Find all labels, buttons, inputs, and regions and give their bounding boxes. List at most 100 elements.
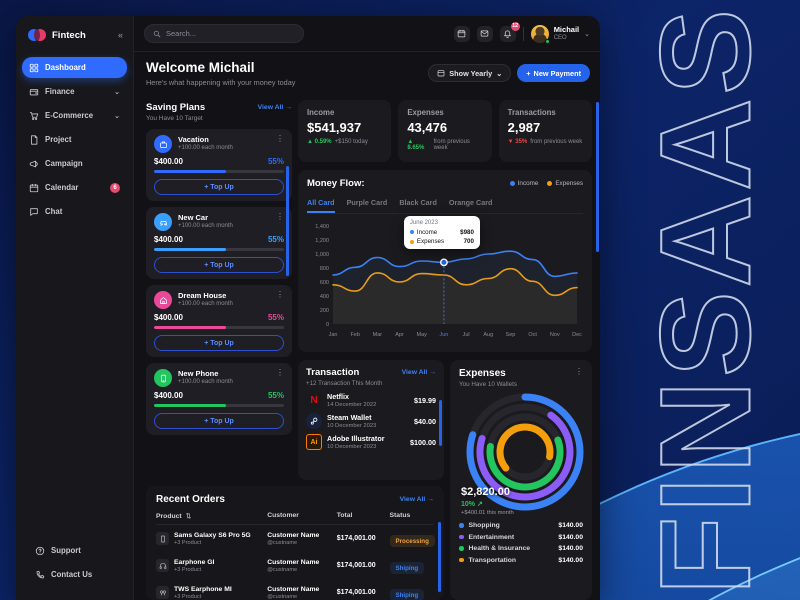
plan-progress-track xyxy=(154,326,284,329)
kebab-menu-icon[interactable]: ⋮ xyxy=(276,368,284,377)
tab-purple-card[interactable]: Purple Card xyxy=(346,198,388,207)
legend-item-income: Income xyxy=(509,180,538,187)
recent-orders-view-all[interactable]: View All → xyxy=(399,496,434,503)
period-select[interactable]: Show Yearly ⌄ xyxy=(428,64,512,82)
chevron-down-icon: ⌄ xyxy=(114,112,120,120)
file-icon xyxy=(29,134,39,145)
svg-text:Mar: Mar xyxy=(373,332,383,338)
plan-info: New Phone +100.00 each month xyxy=(178,369,233,387)
tab-all-card[interactable]: All Card xyxy=(307,195,335,213)
tab-black-card[interactable]: Black Card xyxy=(399,198,437,207)
expense-legend-row: Health & Insurance $140.00 xyxy=(459,545,583,552)
sidebar-item-campaign[interactable]: Campaign xyxy=(22,153,127,174)
expense-legend-row: Transportation $140.00 xyxy=(459,557,583,564)
saving-plan-card: New Car +100.00 each month ⋮ $400.00 55% + To… xyxy=(146,207,292,279)
top-up-button[interactable]: + Top Up xyxy=(154,335,284,351)
legend-dot xyxy=(509,181,515,186)
new-payment-button[interactable]: + New Payment xyxy=(517,64,590,82)
home-icon xyxy=(154,291,172,309)
recent-orders-title: Recent Orders xyxy=(156,494,225,505)
plan-amount: $400.00 xyxy=(154,313,183,322)
mail-icon[interactable] xyxy=(476,25,493,42)
plan-info: New Car +100.00 each month xyxy=(178,213,233,231)
top-up-button[interactable]: + Top Up xyxy=(154,179,284,195)
transaction-scrollbar[interactable] xyxy=(439,400,442,446)
sidebar-item-calendar[interactable]: Calendar 6 xyxy=(22,177,127,198)
kebab-menu-icon[interactable]: ⋮ xyxy=(276,134,284,143)
search-icon xyxy=(153,30,161,38)
sidebar-item-dashboard[interactable]: Dashboard xyxy=(22,57,127,78)
svg-text:Oct: Oct xyxy=(528,332,537,338)
question-icon xyxy=(35,546,45,556)
page-subtitle: Here's what happening with your money to… xyxy=(146,78,296,87)
sidebar-item-label: Campaign xyxy=(45,159,83,168)
plan-progress-fill xyxy=(154,170,226,173)
table-row[interactable]: Sams Galaxy S6 Pro 5G +3 Product Customer … xyxy=(156,525,435,552)
svg-text:1,200: 1,200 xyxy=(315,238,329,244)
plan-info: Dream House +100.00 each month xyxy=(178,291,233,309)
svg-text:1,000: 1,000 xyxy=(315,252,329,258)
transaction-view-all[interactable]: View All → xyxy=(401,369,436,376)
plan-progress-track xyxy=(154,170,284,173)
plan-progress-track xyxy=(154,248,284,251)
tooltip-value: 700 xyxy=(463,238,474,246)
svg-text:400: 400 xyxy=(320,294,329,300)
sort-icon[interactable]: ⇅ xyxy=(185,513,192,520)
transaction-amount: $40.00 xyxy=(414,416,436,426)
wallet-icon xyxy=(29,87,39,97)
money-flow-chart[interactable]: 0 200 400 600 800 1,000 1,200 1,400 Jan Feb Mar Apr… xyxy=(307,216,583,345)
product-sub: +3 Product xyxy=(174,539,202,546)
dashboard-window: Fintech « Dashboard Finance ⌄ E-Commerce ⌄ Pr… xyxy=(16,16,600,600)
kebab-menu-icon[interactable]: ⋮ xyxy=(276,290,284,299)
topbar-divider xyxy=(522,26,524,41)
kebab-menu-icon[interactable]: ⋮ xyxy=(575,367,583,376)
saving-plan-card: Dream House +100.00 each month ⋮ $400.00 55%… xyxy=(146,285,292,357)
main-scrollbar[interactable] xyxy=(596,102,599,252)
top-up-button[interactable]: + Top Up xyxy=(154,257,284,273)
saving-plans-scrollbar[interactable] xyxy=(286,166,289,276)
saving-plans-view-all[interactable]: View All → xyxy=(257,104,292,111)
calendar-icon[interactable] xyxy=(453,25,470,42)
sidebar-item-chat[interactable]: Chat xyxy=(22,201,127,222)
expense-category: Health & Insurance xyxy=(468,545,531,552)
notification-badge: 12 xyxy=(510,21,520,31)
stat-note: from previous week xyxy=(530,139,583,145)
notifications-bell-icon[interactable]: 12 xyxy=(499,21,520,42)
sidebar-item-e-commerce[interactable]: E-Commerce ⌄ xyxy=(22,105,127,126)
kebab-menu-icon[interactable]: ⋮ xyxy=(276,212,284,221)
status-badge: Processing xyxy=(389,535,435,547)
page-title: Welcome Michail xyxy=(146,60,255,75)
background-brand-text: FINSAAS xyxy=(634,4,779,596)
user-profile[interactable]: Michail CEO ⌄ xyxy=(530,24,590,44)
legend-item-expenses: Expenses xyxy=(547,180,583,187)
fintech-logo-icon xyxy=(28,29,46,41)
sidebar-item-contact-us[interactable]: Contact Us xyxy=(28,564,121,585)
customer-name: Customer Name xyxy=(267,558,320,566)
plan-percent: 55% xyxy=(267,157,284,166)
sidebar-item-support[interactable]: Support xyxy=(28,540,121,561)
sidebar-item-project[interactable]: Project xyxy=(22,129,127,150)
sidebar-footer: Support Contact Us xyxy=(22,538,127,590)
sidebar-item-label: Dashboard xyxy=(45,63,86,72)
new-payment-label: New Payment xyxy=(533,68,581,78)
legend-dot xyxy=(459,557,464,563)
sidebar-item-finance[interactable]: Finance ⌄ xyxy=(22,81,127,102)
table-row[interactable]: Earphone GI +3 Product Customer Name @custn… xyxy=(156,552,434,579)
calendar-icon xyxy=(29,183,39,193)
legend-dot xyxy=(409,239,414,244)
sidebar-collapse-icon[interactable]: « xyxy=(117,30,123,40)
chevron-down-icon: ⌄ xyxy=(584,30,590,38)
top-up-button[interactable]: + Top Up xyxy=(154,413,284,429)
tooltip-label: Expenses xyxy=(416,238,445,246)
chat-icon xyxy=(29,207,39,217)
table-row[interactable]: TWS Earphone MI +3 Product Customer Name @c… xyxy=(156,579,434,600)
transaction-info: Steam Wallet 10 December 2023 xyxy=(327,413,376,429)
svg-text:Jan: Jan xyxy=(329,332,338,338)
product-text: Earphone GI +3 Product xyxy=(174,559,214,573)
search-box[interactable] xyxy=(144,24,304,43)
search-input[interactable] xyxy=(166,29,295,38)
transaction-subtitle: +12 Transaction This Month xyxy=(306,380,383,387)
legend-dot xyxy=(547,181,553,186)
recent-orders-scrollbar[interactable] xyxy=(438,522,441,592)
tab-orange-card[interactable]: Orange Card xyxy=(448,198,493,207)
